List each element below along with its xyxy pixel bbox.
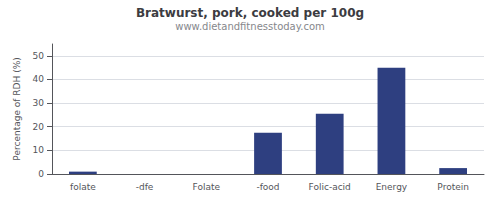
svg-text:-dfe: -dfe	[136, 182, 154, 192]
svg-text:folate: folate	[70, 182, 96, 192]
svg-text:30: 30	[33, 98, 45, 108]
svg-text:Protein: Protein	[437, 182, 469, 192]
svg-text:Percentage of RDH (%): Percentage of RDH (%)	[12, 57, 22, 160]
svg-text:0: 0	[38, 169, 44, 179]
svg-text:Folate: Folate	[193, 182, 221, 192]
svg-text:Bratwurst, pork, cooked per 10: Bratwurst, pork, cooked per 100g	[136, 6, 364, 20]
svg-text:50: 50	[33, 51, 45, 61]
svg-text:-food: -food	[256, 182, 279, 192]
svg-text:Folic-acid: Folic-acid	[309, 182, 351, 192]
svg-text:Energy: Energy	[376, 182, 408, 192]
svg-text:www.dietandfitnesstoday.com: www.dietandfitnesstoday.com	[175, 21, 324, 32]
svg-text:20: 20	[33, 122, 45, 132]
svg-text:10: 10	[33, 145, 45, 155]
svg-text:40: 40	[33, 74, 45, 84]
